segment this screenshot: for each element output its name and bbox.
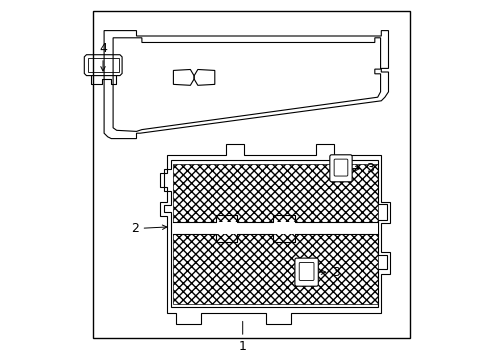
FancyBboxPatch shape <box>329 155 351 182</box>
Text: 3: 3 <box>352 162 374 175</box>
Polygon shape <box>172 222 377 234</box>
Text: 1: 1 <box>238 321 246 353</box>
Text: 3: 3 <box>319 266 340 279</box>
Text: 2: 2 <box>130 222 166 235</box>
FancyBboxPatch shape <box>294 258 318 286</box>
FancyBboxPatch shape <box>299 262 313 280</box>
FancyBboxPatch shape <box>333 159 347 176</box>
Text: 4: 4 <box>99 42 107 71</box>
